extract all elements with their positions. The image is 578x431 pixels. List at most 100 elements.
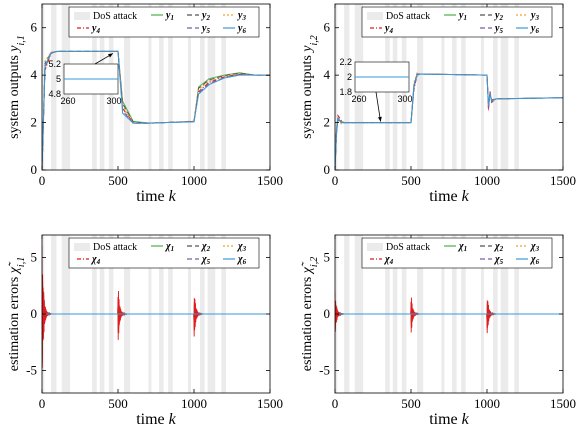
inset-arrowhead (108, 53, 113, 58)
legend-label-y3: χ3 (529, 241, 540, 253)
x-axis-label: time k (136, 188, 176, 205)
y-tick-label: -5 (26, 362, 37, 377)
legend-label-y3: y3 (530, 10, 539, 22)
legend-label-y4: χ4 (90, 254, 101, 266)
y-label-text: estimation errors (300, 273, 315, 371)
legend-symbol: χ (90, 254, 97, 265)
dos-attack-band (187, 4, 191, 170)
x-tick-label: 0 (39, 173, 46, 188)
series-chi1 (335, 293, 563, 331)
y-label-sub: i,1 (16, 35, 27, 45)
series-chi1 (42, 251, 270, 364)
legend-subscript: 6 (536, 258, 540, 266)
legend-subscript: 4 (389, 258, 394, 266)
dos-attack-band (417, 4, 424, 170)
legend-symbol: y (237, 23, 243, 34)
y-tick-label: 5 (31, 250, 38, 265)
y-label-sub: i,2 (309, 35, 320, 45)
dos-attack-band (124, 4, 131, 170)
y-label-text: system outputs (300, 52, 315, 139)
legend-symbol: χ (236, 254, 243, 265)
dos-attack-band (335, 4, 338, 170)
y-axis-label: estimation errors χ̃i,1 (7, 257, 27, 371)
legend-symbol: y (458, 10, 464, 21)
legend-label-y4: χ4 (383, 254, 394, 266)
axes-frame (334, 3, 564, 171)
legend-label-y4: y4 (91, 23, 100, 35)
legend-subscript: 1 (171, 245, 175, 253)
legend-box (68, 237, 260, 269)
legend-subscript: 2 (498, 14, 503, 22)
y-tick-label: 2 (324, 115, 331, 130)
inset-y-tick-label: 4.8 (48, 89, 61, 99)
x-tick-label: 500 (401, 173, 421, 188)
legend-swatch-dos (74, 243, 90, 251)
legend-subscript: 6 (243, 258, 247, 266)
inset-y-tick-label: 5.2 (48, 59, 61, 69)
x-axis-label: time k (429, 411, 469, 428)
x-tick-label: 1500 (550, 396, 576, 411)
inset-y-tick-label: 5 (56, 74, 61, 84)
legend-label-y2: χ2 (493, 241, 504, 253)
legend-subscript: 1 (464, 245, 468, 253)
dos-attack-band (493, 4, 498, 170)
legend-box (361, 237, 553, 269)
y-label-sub: i,2 (309, 257, 320, 267)
dos-attack-band (514, 4, 519, 170)
legend-subscript: 5 (500, 258, 504, 266)
series-chi5 (42, 268, 270, 350)
legend-subscript: 2 (206, 245, 211, 253)
dos-attack-band (42, 4, 45, 170)
x-tick-label: 1000 (181, 173, 207, 188)
legend-subscript: 1 (463, 14, 467, 22)
legend-symbol: χ (493, 254, 500, 265)
x-tick-label: 1500 (257, 173, 283, 188)
x-tick-label: 0 (39, 396, 46, 411)
x-tick-label: 1500 (257, 396, 283, 411)
dos-attack-band (344, 4, 350, 170)
legend-symbol: y (165, 10, 171, 21)
inset-x-tick-label: 260 (60, 96, 75, 106)
legend-symbol: y (201, 10, 207, 21)
x-tick-label: 0 (332, 396, 339, 411)
x-tick-label: 500 (401, 396, 421, 411)
x-tick-label: 0 (332, 173, 339, 188)
legend-label-y4: y4 (384, 23, 393, 35)
legend-subscript: 3 (535, 245, 540, 253)
legend-symbol: y (91, 23, 97, 34)
legend-label-y1: χ1 (457, 241, 467, 253)
dos-attack-band (452, 4, 457, 170)
dos-attack-band (168, 4, 173, 170)
inset-x-tick-label: 300 (397, 94, 412, 104)
dos-attack-band (148, 4, 152, 170)
y-label-text: system outputs (7, 52, 22, 139)
legend-label-y5: χ5 (493, 254, 504, 266)
legend-subscript: 4 (96, 258, 101, 266)
dos-attack-band (480, 4, 484, 170)
legend-box (361, 6, 553, 38)
legend-subscript: 2 (499, 245, 504, 253)
y-axis-label: system outputs yi,2 (300, 35, 320, 139)
y-label-var: y (300, 45, 315, 54)
y-tick-label: 4 (31, 67, 38, 82)
y-label-sub: i,1 (16, 257, 27, 267)
y-axis-label: system outputs yi,1 (7, 35, 27, 139)
legend-symbol: χ (383, 254, 390, 265)
y-tick-label: 2 (31, 115, 38, 130)
legend-symbol: y (384, 23, 390, 34)
legend-symbol: χ (529, 241, 536, 252)
legend-subscript: 1 (170, 14, 174, 22)
y-label-text: estimation errors (7, 273, 22, 371)
legend-label-y5: y5 (201, 23, 210, 35)
y-tick-label: 0 (31, 162, 38, 177)
legend-subscript: 6 (535, 27, 539, 35)
legend-swatch-dos (74, 12, 90, 20)
inset-arrowhead (377, 116, 382, 122)
legend-subscript: 3 (241, 14, 246, 22)
